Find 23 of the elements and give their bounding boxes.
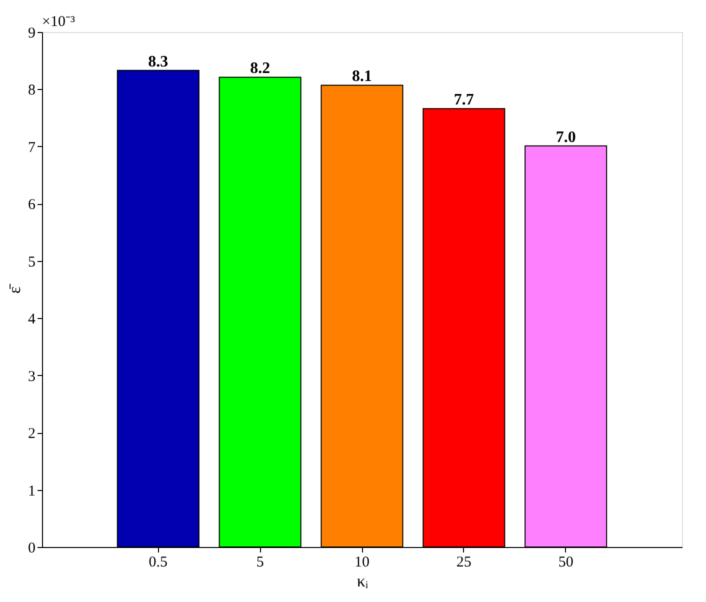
y-tick-label: 0 [28, 540, 36, 556]
x-tick-label: 50 [558, 554, 574, 570]
x-tick-label: 0.5 [148, 554, 168, 570]
y-tick-label: 7 [28, 140, 36, 156]
x-tick-label: 5 [256, 554, 264, 570]
text: ×10⁻³ [42, 14, 76, 30]
y-tick-label: 3 [28, 368, 36, 385]
y-tick-label: 1 [28, 483, 36, 500]
data-label: 8.1 [352, 68, 372, 86]
y-tick-label: 4 [28, 312, 36, 328]
y-axis-title: ε̄ [5, 283, 24, 294]
y-tick-label: 2 [28, 426, 36, 442]
data-label: 8.2 [250, 60, 270, 78]
data-label: 7.7 [454, 92, 474, 109]
y-tick-label: 9 [28, 26, 36, 42]
x-tick-label: 10 [354, 554, 370, 570]
x-tick-label: 25 [456, 554, 472, 570]
y-tick-label: 6 [28, 197, 36, 214]
x-axis-title: κᵢ [356, 572, 368, 590]
data-label: 8.3 [148, 53, 168, 70]
y-tick-label: 8 [28, 82, 36, 99]
y-tick-label: 5 [28, 254, 36, 270]
data-label: 7.0 [556, 128, 576, 146]
